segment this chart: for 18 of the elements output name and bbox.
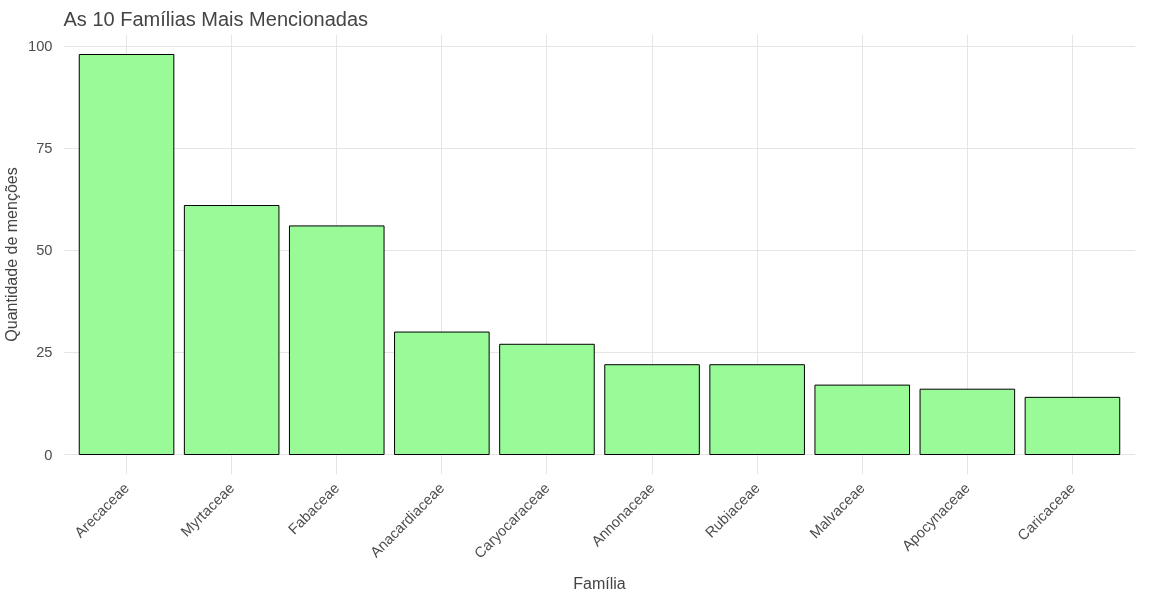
chart-title: As 10 Famílias Mais Mencionadas [63,7,369,30]
bar [919,388,1016,455]
y-tick-label: 50 [36,242,53,259]
bar [604,364,700,455]
y-tick-label: 0 [44,446,53,463]
bar [499,343,595,455]
y-tick-label: 75 [36,140,53,157]
bar [78,54,175,455]
x-axis-title: Família [573,575,626,593]
bar [814,384,911,455]
bar [394,331,490,455]
y-axis-title: Quantidade de menções [3,167,21,342]
bar [183,205,280,455]
bar [709,364,805,455]
y-tick-label: 25 [36,344,53,361]
bar [1024,396,1121,455]
y-tick-label: 100 [28,38,53,55]
bar [288,225,385,455]
